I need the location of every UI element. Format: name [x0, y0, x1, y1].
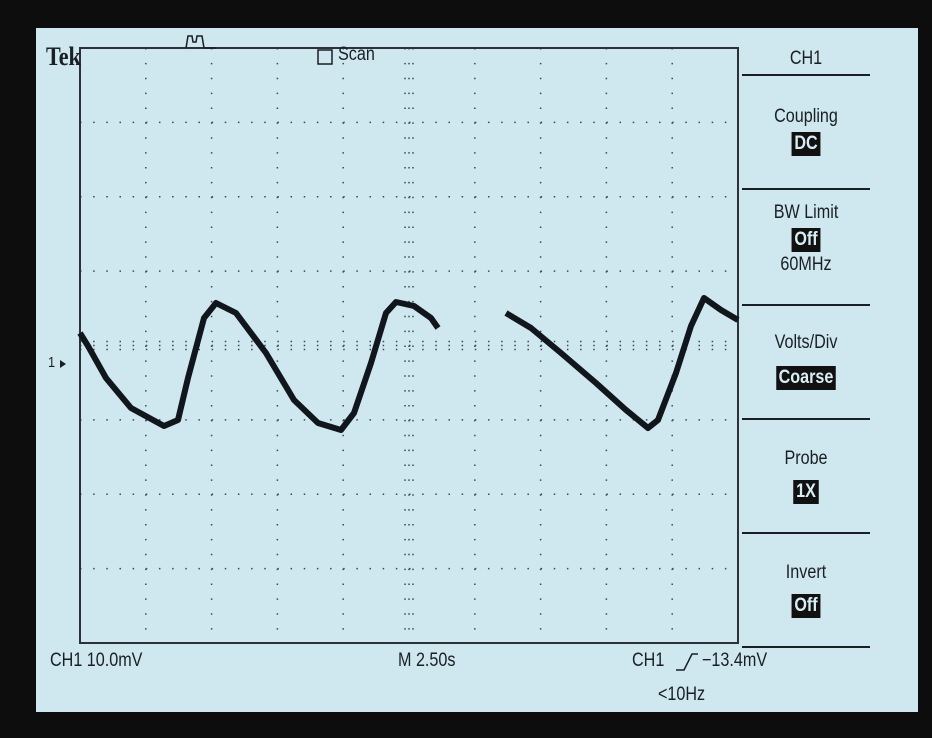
channel-marker: 1 [48, 354, 56, 371]
menu-separator [742, 74, 870, 76]
graticule [60, 35, 740, 671]
channel-scale: CH1 10.0mV [50, 650, 143, 671]
trigger-level: −13.4mV [702, 650, 768, 671]
acquire-icon [185, 35, 216, 49]
menu-title: CH1 [789, 48, 823, 69]
scan-checkbox [317, 49, 333, 65]
menu-separator [742, 418, 870, 420]
trigger-slope [676, 653, 698, 671]
side-menu: CH1 Coupling DC BW Limit Off 60MHz Volts… [736, 28, 876, 712]
timebase: M 2.50s [398, 650, 456, 671]
menu-value[interactable]: Off [791, 228, 821, 252]
menu-label[interactable]: Coupling [774, 106, 838, 127]
graticule-frame [79, 47, 739, 644]
menu-separator [742, 304, 870, 306]
menu-note: 60MHz [780, 254, 832, 275]
frequency: <10Hz [658, 684, 706, 705]
menu-value[interactable]: DC [791, 132, 821, 156]
waveform [77, 295, 740, 433]
menu-label[interactable]: Invert [785, 562, 827, 583]
menu-label[interactable]: Volts/Div [774, 332, 838, 353]
menu-label[interactable]: Probe [784, 448, 828, 469]
menu-separator [742, 532, 870, 534]
menu-value[interactable]: Coarse [776, 366, 836, 390]
menu-label[interactable]: BW Limit [773, 202, 839, 223]
marker-arrow [60, 360, 66, 368]
menu-separator [742, 188, 870, 190]
menu-separator [742, 646, 870, 648]
trigger-source: CH1 [632, 650, 665, 671]
brand: Tek [46, 42, 81, 71]
screen: Tek Scan 1 CH1 Coupling DC BW Limit Off … [36, 28, 918, 712]
mode-label: Scan [338, 44, 375, 65]
menu-value[interactable]: Off [791, 594, 821, 618]
menu-value[interactable]: 1X [793, 480, 819, 504]
